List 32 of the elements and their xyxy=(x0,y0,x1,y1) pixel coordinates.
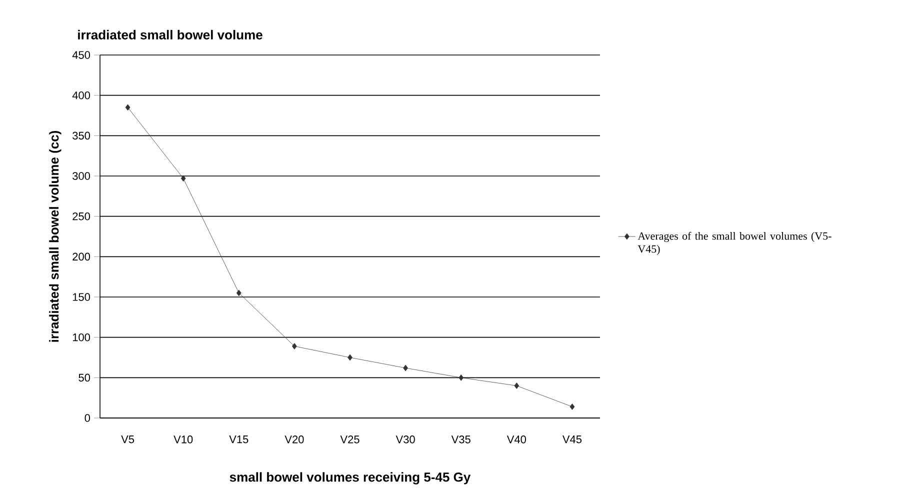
x-tick-label: V5 xyxy=(121,436,134,444)
y-tick-label: 250 xyxy=(72,212,90,220)
y-tick-label: 50 xyxy=(78,374,90,382)
x-tick-label: V30 xyxy=(396,436,415,444)
point xyxy=(125,104,130,111)
legend-label: Averages of the small bowel volumes (V5-V45) xyxy=(638,232,832,255)
point xyxy=(514,382,520,389)
y-tick-label: 400 xyxy=(72,91,90,100)
y-tick-label: 100 xyxy=(72,333,90,342)
y-tick-label: 200 xyxy=(72,252,90,261)
y-tick-label: 0 xyxy=(84,414,90,422)
x-tick-label: V45 xyxy=(562,436,582,444)
x-axis-title: small bowel volumes receiving 5-45 Gy xyxy=(230,472,471,484)
x-tick-label: V15 xyxy=(229,436,248,444)
x-tick-label: V35 xyxy=(451,436,470,444)
x-tick-label: V25 xyxy=(340,436,360,444)
point xyxy=(403,364,408,372)
x-tick-label: V10 xyxy=(174,436,193,444)
y-tick-label: 350 xyxy=(72,132,90,140)
y-axis-title: irradiated small bowel volume (cc) xyxy=(49,130,62,342)
x-tick-label: V20 xyxy=(284,436,304,444)
point xyxy=(348,354,352,361)
chart-title: irradiated small bowel volume xyxy=(78,30,262,40)
point xyxy=(570,404,575,410)
point xyxy=(236,290,242,296)
y-tick-label: 150 xyxy=(72,293,90,301)
point xyxy=(180,175,186,182)
x-tick-label: V40 xyxy=(506,436,526,444)
y-tick-label: 300 xyxy=(72,172,90,180)
point xyxy=(292,343,297,350)
y-tick-label: 450 xyxy=(72,51,90,59)
point xyxy=(458,374,464,381)
